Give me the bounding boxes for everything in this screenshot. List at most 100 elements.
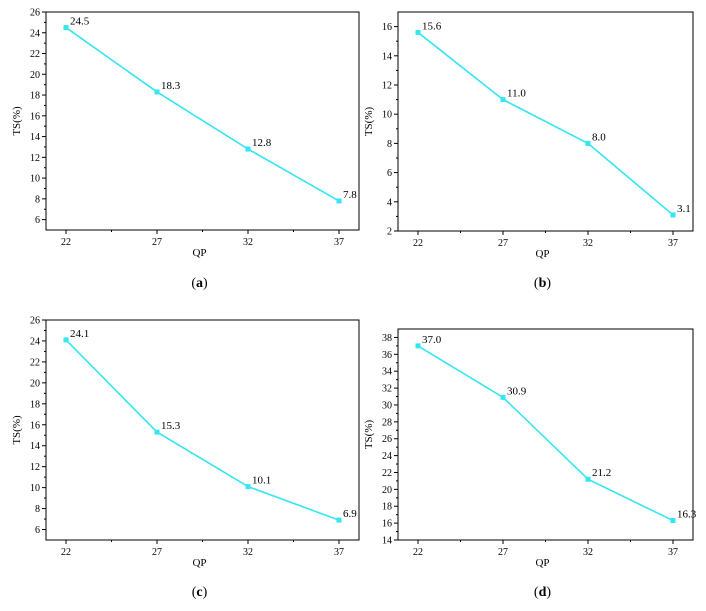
x-tick-label: 32 xyxy=(243,547,253,558)
data-label: 16.3 xyxy=(677,509,697,521)
x-tick-label: 37 xyxy=(668,238,678,249)
data-point-marker xyxy=(63,337,69,343)
data-label: 6.9 xyxy=(343,508,357,520)
panel-caption: (d) xyxy=(534,585,551,600)
y-axis-label: TS(%) xyxy=(363,107,375,137)
data-point-marker xyxy=(585,476,591,482)
y-tick-label: 14 xyxy=(382,536,392,547)
x-tick-label: 27 xyxy=(498,547,508,558)
panel-caption-open: ( xyxy=(192,585,197,600)
data-label: 15.6 xyxy=(422,20,442,32)
data-point-marker xyxy=(63,25,69,31)
y-tick-label: 16 xyxy=(30,111,40,122)
data-point-marker xyxy=(500,394,506,400)
panel-caption: (c) xyxy=(192,585,208,600)
y-tick-label: 12 xyxy=(382,81,392,92)
panel-caption-open: ( xyxy=(534,585,539,600)
data-label: 15.3 xyxy=(161,420,181,432)
panel-caption-close: ) xyxy=(546,585,551,600)
data-label: 10.1 xyxy=(252,475,271,487)
y-tick-label: 20 xyxy=(30,378,40,389)
data-label: 37.0 xyxy=(422,334,442,346)
plot-frame xyxy=(45,319,360,541)
x-tick-label: 37 xyxy=(334,547,344,558)
data-point-marker xyxy=(670,212,676,218)
y-tick-label: 24 xyxy=(30,28,40,39)
y-tick-label: 6 xyxy=(35,215,40,226)
y-tick-label: 10 xyxy=(382,110,392,121)
data-point-marker xyxy=(500,97,506,103)
y-tick-label: 16 xyxy=(382,22,392,33)
data-label: 12.8 xyxy=(252,137,272,149)
x-tick-label: 37 xyxy=(334,237,344,248)
y-tick-label: 18 xyxy=(30,399,40,410)
y-tick-label: 14 xyxy=(30,132,40,143)
y-tick-label: 8 xyxy=(35,504,40,515)
y-tick-label: 26 xyxy=(30,8,40,19)
x-tick-label: 27 xyxy=(152,547,162,558)
x-tick-label: 27 xyxy=(152,237,162,248)
y-tick-label: 14 xyxy=(30,441,40,452)
chart-panel-a: 6 8 10 12 14 16 18 20 22 24 26 22 27 32 37 QP TS(%) 24.5 1… xyxy=(11,8,360,291)
y-tick-label: 26 xyxy=(382,434,392,445)
y-axis-label: TS(%) xyxy=(11,415,23,445)
y-tick-label: 10 xyxy=(30,483,40,494)
data-point-marker xyxy=(670,518,676,524)
chart-panel-b: 2 4 6 8 10 12 14 16 22 27 32 37 QP TS(%) 15.6 11.0 8.0 3.… xyxy=(363,11,694,291)
series-line xyxy=(65,26,340,202)
panel-caption-letter: d xyxy=(539,585,547,600)
chart-panel-c: 6 8 10 12 14 16 18 20 22 24 26 22 27 32 37 QP TS(%) 24.1 1… xyxy=(11,316,360,600)
x-axis-label: QP xyxy=(192,557,206,569)
y-tick-label: 24 xyxy=(30,336,40,347)
y-tick-label: 20 xyxy=(382,485,392,496)
x-tick-label: 22 xyxy=(61,237,71,248)
y-tick-label: 10 xyxy=(30,174,40,185)
panel-caption-letter: c xyxy=(196,585,202,600)
data-point-marker xyxy=(154,429,160,435)
y-axis-label: TS(%) xyxy=(11,106,23,136)
data-point-marker xyxy=(585,140,591,146)
y-tick-label: 36 xyxy=(382,350,392,361)
y-tick-label: 8 xyxy=(387,139,392,150)
panel-caption-close: ) xyxy=(546,276,551,291)
y-tick-label: 4 xyxy=(387,197,392,208)
y-tick-label: 22 xyxy=(30,357,40,368)
data-point-marker xyxy=(245,146,251,152)
panel-caption-open: ( xyxy=(191,276,196,291)
y-tick-label: 38 xyxy=(382,333,392,344)
series-line xyxy=(417,31,674,216)
data-label: 18.3 xyxy=(161,80,181,92)
y-tick-label: 6 xyxy=(35,525,40,536)
y-tick-label: 20 xyxy=(30,70,40,81)
data-label: 24.1 xyxy=(70,328,89,340)
data-point-marker xyxy=(336,517,342,523)
y-tick-label: 22 xyxy=(382,468,392,479)
data-point-marker xyxy=(415,29,421,35)
panel-caption-letter: b xyxy=(539,276,547,291)
data-label: 11.0 xyxy=(507,88,526,100)
y-tick-label: 16 xyxy=(382,519,392,530)
x-tick-label: 22 xyxy=(61,547,71,558)
y-axis-label: TS(%) xyxy=(363,420,375,450)
data-point-marker xyxy=(154,89,160,95)
data-label: 3.1 xyxy=(677,203,691,215)
data-point-marker xyxy=(245,484,251,490)
x-tick-label: 27 xyxy=(498,238,508,249)
x-tick-label: 22 xyxy=(413,238,423,249)
data-label: 24.5 xyxy=(70,16,90,28)
x-tick-label: 22 xyxy=(413,547,423,558)
chart-panel-d: 14 16 18 20 22 24 26 28 30 32 34 36 38 22 27 32 37 QP TS(%… xyxy=(363,328,697,600)
y-tick-label: 12 xyxy=(30,462,40,473)
panel-caption-close: ) xyxy=(203,276,208,291)
y-tick-label: 26 xyxy=(30,316,40,327)
y-tick-label: 28 xyxy=(382,417,392,428)
y-tick-label: 24 xyxy=(382,451,392,462)
x-axis-label: QP xyxy=(535,248,549,260)
y-tick-label: 12 xyxy=(30,153,40,164)
series-line xyxy=(417,345,674,522)
x-axis-label: QP xyxy=(192,247,206,259)
y-tick-label: 8 xyxy=(35,194,40,205)
y-tick-label: 32 xyxy=(382,384,392,395)
data-label: 7.8 xyxy=(343,189,357,201)
